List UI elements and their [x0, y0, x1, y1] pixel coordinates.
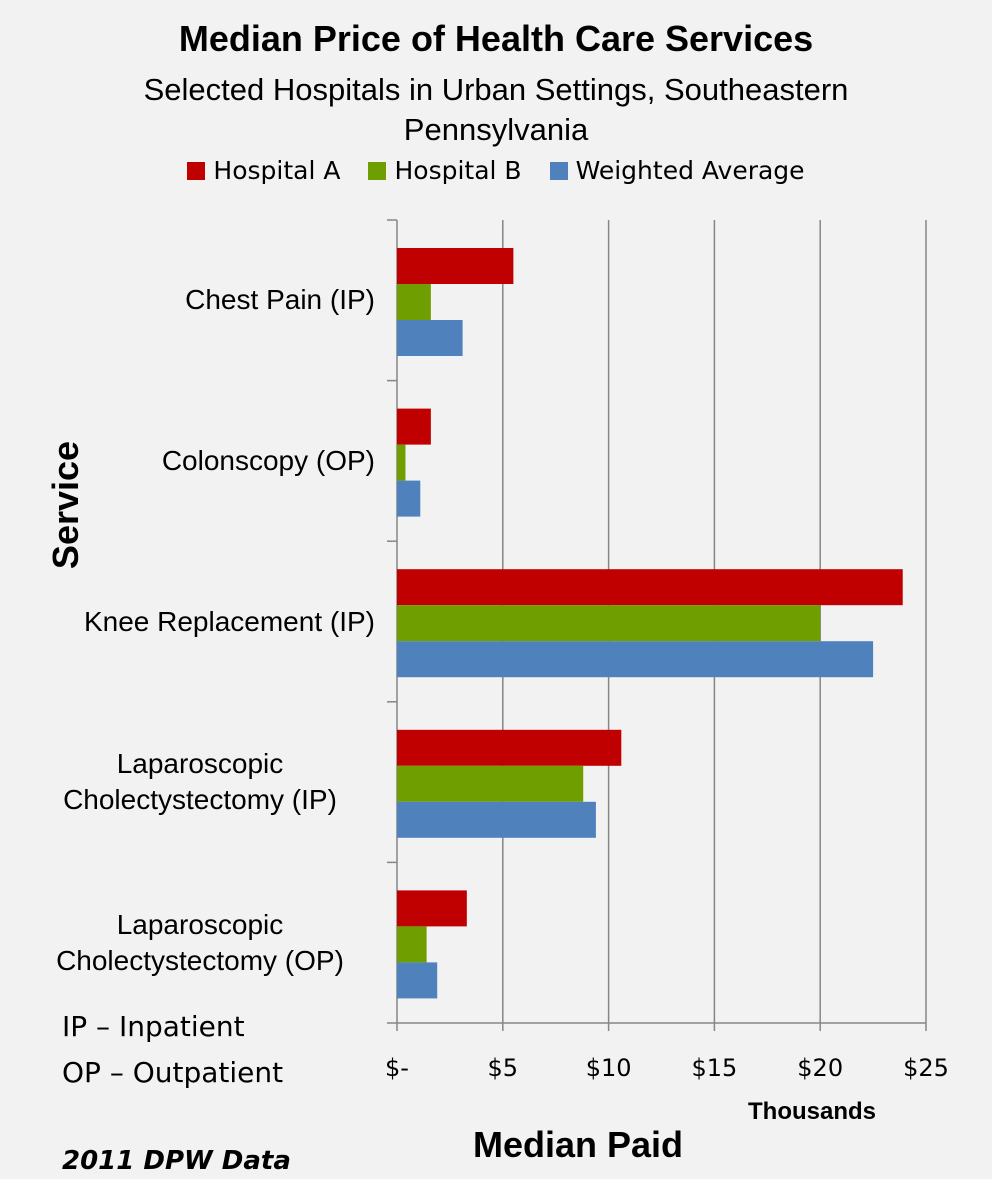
- y-tick-label: Knee Replacement (IP): [83, 605, 375, 637]
- bar: [397, 890, 467, 927]
- note: IP – Inpatient: [62, 1010, 245, 1043]
- legend-swatch: [549, 162, 568, 180]
- x-unit: Thousands: [748, 1098, 877, 1125]
- note: OP – Outpatient: [62, 1056, 284, 1089]
- source-note: 2011 DPW Data: [62, 1146, 291, 1176]
- legend-label: Hospital B: [394, 156, 522, 185]
- y-tick-label: Laparoscopic Cholectystectomy (IP): [63, 748, 337, 816]
- bar: [397, 569, 903, 606]
- x-tick-label: $25: [903, 1054, 949, 1082]
- legend-item: Hospital A: [187, 156, 340, 185]
- y-tick-label: Colonscopy (OP): [161, 444, 375, 476]
- bar: [397, 605, 821, 642]
- bar: [397, 320, 463, 356]
- bar: [397, 926, 427, 963]
- bar: [397, 480, 421, 517]
- legend-item: Hospital B: [368, 156, 522, 185]
- bar: [397, 248, 514, 284]
- bar: [397, 641, 874, 678]
- y-tick-label: Chest Pain (IP): [185, 284, 375, 316]
- bar: [397, 962, 438, 999]
- bar: [397, 765, 584, 802]
- x-tick-label: $15: [691, 1054, 737, 1082]
- legend-label: Hospital A: [213, 156, 341, 185]
- bar: [397, 284, 431, 320]
- y-axis-title: Service: [45, 440, 86, 570]
- x-tick-label: $-: [385, 1054, 409, 1082]
- x-tick-label: $20: [797, 1054, 843, 1082]
- x-tick-label: $10: [586, 1054, 632, 1082]
- x-tick-label: $5: [488, 1054, 519, 1082]
- y-tick-label: Laparoscopic Cholectystectomy (OP): [56, 908, 344, 976]
- bar: [397, 801, 596, 838]
- legend-swatch: [368, 162, 387, 180]
- legend-swatch: [187, 162, 206, 180]
- chart-title: Median Price of Health Care Services: [178, 18, 814, 59]
- chart-subtitle: Selected Hospitals in Urban Settings, So…: [143, 72, 849, 147]
- bar: [397, 408, 431, 445]
- legend-label: Weighted Average: [575, 156, 805, 185]
- legend-item: Weighted Average: [549, 156, 805, 185]
- legend: Hospital A Hospital B Weighted Average: [0, 156, 992, 185]
- bar: [397, 444, 406, 481]
- x-axis-title: Median Paid: [472, 1124, 684, 1165]
- bar: [397, 729, 622, 766]
